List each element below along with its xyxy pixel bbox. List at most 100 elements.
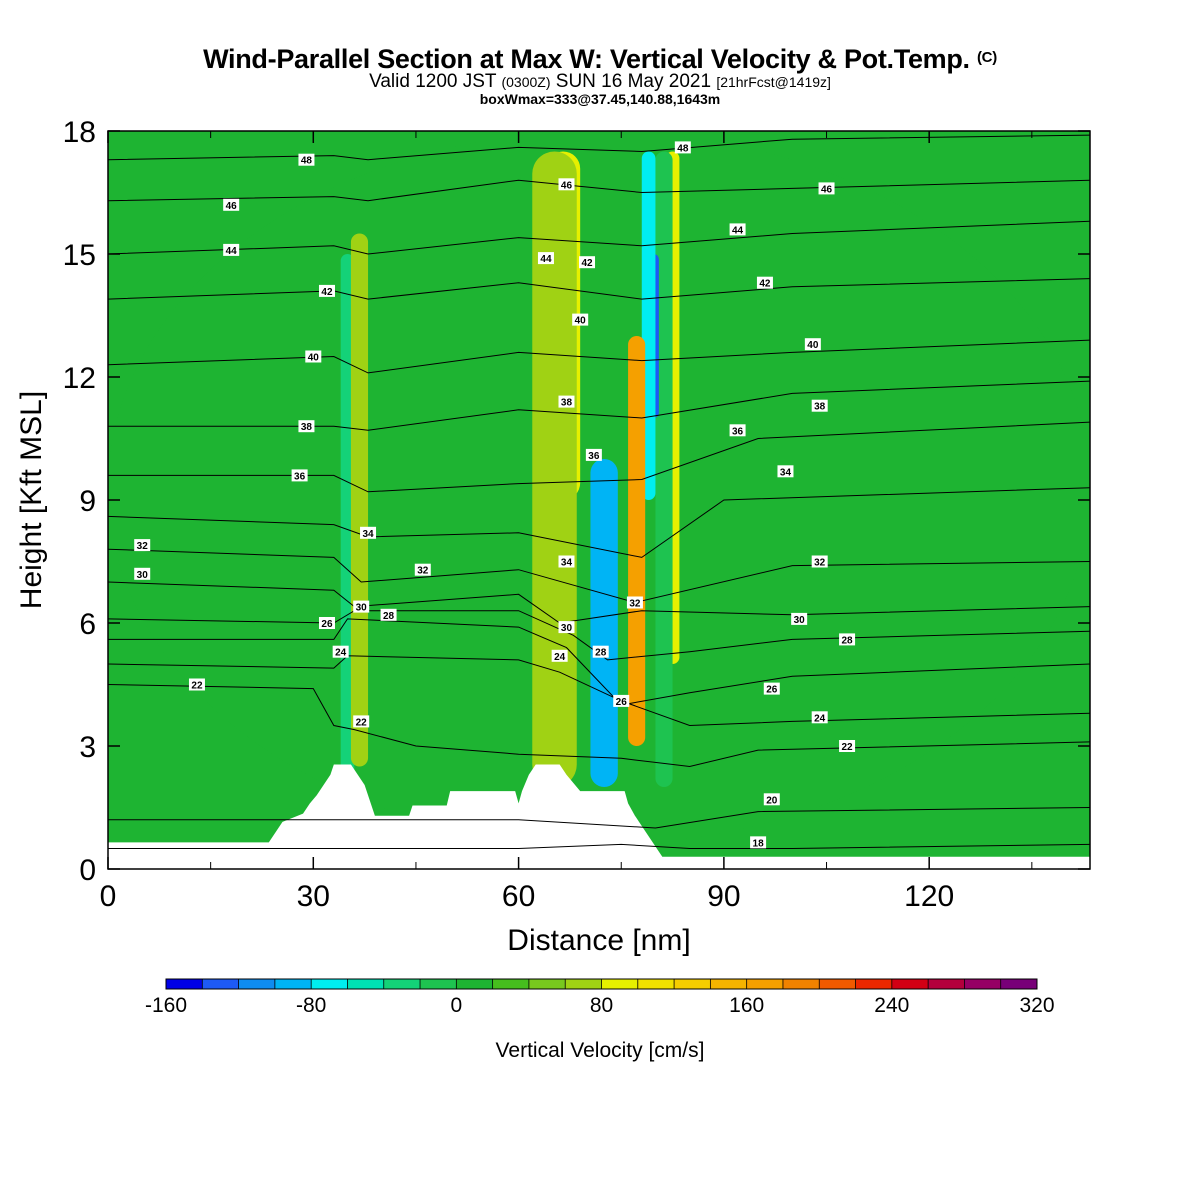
contour-label-text: 28: [842, 635, 854, 646]
contour-label: 34: [558, 555, 575, 569]
contour-label-bg: [298, 153, 315, 166]
colorbar-swatch: [347, 979, 385, 989]
contour-label: 22: [353, 715, 370, 728]
theta-contour-32: [108, 548, 1090, 604]
contour-label-text: 42: [321, 287, 333, 298]
contour-label: 20: [763, 793, 780, 806]
copyright-mark: (C): [976, 49, 997, 66]
theta-contour-44: [108, 220, 1090, 255]
colorbar-tick-label: -160: [145, 994, 187, 1017]
colorbar-tick-label: 80: [590, 994, 613, 1017]
chart-subtitle: Valid 1200 JST (0300Z) SUN 16 May 2021 […: [0, 71, 1200, 93]
contour-label: 32: [414, 563, 431, 577]
contour-label-text: 28: [595, 648, 607, 659]
contour-label-text: 34: [561, 558, 573, 569]
contour-label-bg: [558, 621, 575, 634]
contour-label: 30: [134, 567, 151, 581]
colorbar-swatch: [274, 979, 312, 989]
contour-label-text: 32: [417, 566, 429, 577]
contour-label-text: 32: [629, 599, 641, 610]
contour-label: 22: [839, 740, 856, 753]
colorbar-swatch: [674, 979, 711, 989]
colorbar-swatch: [782, 979, 820, 989]
theta-contour-48: [108, 134, 1090, 161]
contour-label-text: 22: [191, 681, 203, 692]
contour-label-bg: [804, 338, 821, 351]
contour-label-bg: [380, 608, 397, 621]
contour-label: 32: [134, 539, 151, 552]
velocity-cell: [655, 151, 673, 787]
contour-label-bg: [298, 420, 315, 433]
contour-label: 34: [360, 526, 377, 540]
forecast-info: [21hrFcst@1419z]: [716, 74, 831, 90]
theta-contour-40: [108, 339, 1090, 374]
contour-label: 48: [674, 141, 691, 154]
contour-label-text: 34: [362, 529, 374, 540]
theta-contour-30: [108, 581, 1090, 624]
contour-label: 38: [811, 399, 828, 413]
theta-contour-46: [108, 179, 1090, 202]
theta-contour-36: [108, 421, 1090, 493]
colorbar-swatch: [420, 979, 457, 989]
contour-label-text: 34: [780, 467, 792, 478]
theta-contour-24: [108, 655, 1090, 727]
contour-label-text: 22: [842, 742, 854, 753]
contour-label-bg: [360, 526, 377, 539]
contour-label-bg: [791, 612, 808, 625]
contour-label: 28: [592, 645, 609, 659]
y-axis-label: Height [Kft MSL]: [15, 391, 48, 609]
colorbar-swatch: [456, 979, 494, 989]
y-tick-label: 0: [79, 854, 96, 887]
box-max-info: boxWmax=333@37.45,140.88,1643m: [479, 91, 721, 107]
colorbar-swatch: [528, 979, 566, 989]
y-tick-label: 18: [63, 116, 96, 149]
contour-label-bg: [414, 563, 431, 576]
terrain: [108, 764, 1090, 869]
contour-label-bg: [188, 678, 205, 691]
terrain-mask: [108, 764, 1090, 869]
contour-label-bg: [318, 284, 335, 297]
contour-label-text: 44: [732, 225, 744, 236]
velocity-cell: [590, 459, 618, 787]
contour-label-bg: [537, 252, 554, 265]
contour-label: 36: [291, 469, 308, 482]
contour-label-bg: [551, 649, 568, 662]
x-tick-label: 60: [502, 880, 535, 913]
colorbar-swatch: [964, 979, 1002, 989]
contour-label-bg: [572, 313, 589, 326]
contour-label-text: 30: [356, 603, 368, 614]
contour-label-bg: [750, 836, 767, 849]
contour-label-bg: [763, 793, 780, 806]
contour-label-bg: [626, 596, 643, 609]
theta-contour-28: [108, 610, 1090, 661]
colorbar-swatch: [855, 979, 893, 989]
colorbar-swatch: [166, 979, 203, 989]
theta-contour-38: [108, 380, 1090, 431]
colorbar-swatch: [746, 979, 784, 989]
colorbar-swatch: [492, 979, 530, 989]
y-tick-label: 12: [63, 362, 96, 395]
contour-label: 38: [298, 420, 315, 433]
x-tick-label: 120: [904, 880, 954, 913]
valid-date: SUN 16 May 2021: [555, 71, 712, 92]
contour-label-bg: [291, 469, 308, 482]
colorbar-swatch: [311, 979, 348, 989]
contour-label: 36: [729, 424, 746, 437]
contour-label-bg: [558, 178, 575, 191]
contour-label: 38: [558, 395, 575, 409]
colorbar-tick-label: 320: [1019, 994, 1054, 1017]
contour-label-text: 18: [753, 838, 765, 849]
contour-label-text: 36: [294, 471, 306, 482]
contour-label: 48: [298, 153, 315, 167]
contour-label: 44: [223, 243, 240, 257]
velocity-cell: [532, 151, 577, 787]
contour-label-bg: [811, 555, 828, 568]
y-tick-label: 3: [79, 731, 96, 764]
contour-label-text: 42: [581, 258, 593, 269]
contour-label-bg: [811, 711, 828, 724]
theta-contours: [108, 134, 1090, 849]
contour-label-bg: [318, 617, 335, 629]
contour-label-bg: [558, 555, 575, 568]
